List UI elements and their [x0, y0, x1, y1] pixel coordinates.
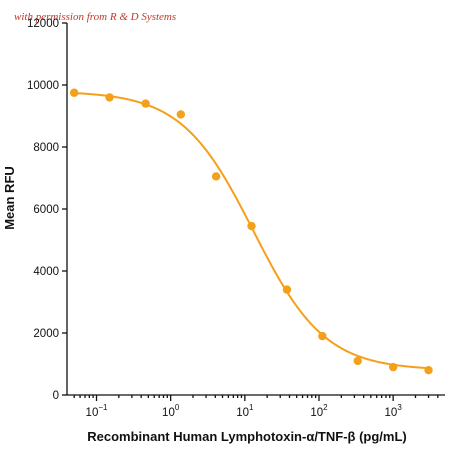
axes	[66, 23, 445, 396]
x-tick-label-exponent: −1	[98, 403, 108, 412]
data-points	[69, 88, 433, 375]
x-tick-label-exponent: 3	[397, 403, 402, 412]
data-point	[247, 221, 256, 231]
data-point	[105, 93, 114, 102]
data-point	[424, 366, 433, 375]
x-tick-label: 103	[385, 403, 403, 419]
y-axis-title: Mean RFU	[2, 166, 17, 230]
data-point	[318, 331, 327, 341]
x-tick-label: 102	[310, 403, 328, 419]
x-tick-label-base: 10	[385, 407, 398, 419]
y-tick-label: 2000	[33, 328, 59, 340]
data-point	[69, 88, 79, 97]
data-point	[141, 99, 150, 108]
y-tick-label: 6000	[33, 204, 59, 216]
data-point	[176, 110, 186, 119]
data-point	[211, 172, 221, 181]
y-tick-label: 4000	[33, 266, 59, 278]
x-tick-label-exponent: 2	[323, 403, 328, 412]
x-tick-label: 101	[236, 403, 254, 419]
x-tick-label-exponent: 0	[175, 403, 180, 412]
x-axis-ticks: 10−1 100 101 102 103	[73, 395, 439, 419]
x-tick-label-base: 10	[236, 407, 249, 419]
x-tick-label-exponent: 1	[249, 403, 254, 412]
x-tick-label: 10−1	[86, 403, 108, 419]
watermark-text: with permission from R & D Systems	[14, 11, 176, 23]
y-tick-label: 0	[53, 390, 59, 402]
x-tick-label-base: 10	[310, 407, 323, 419]
x-tick-label: 100	[162, 403, 180, 419]
x-axis-title: Recombinant Human Lymphotoxin-α/TNF-β (p…	[87, 429, 406, 444]
fit-curve	[74, 92, 429, 370]
data-point	[388, 362, 398, 372]
y-tick-label: 12000	[27, 18, 59, 30]
data-point	[282, 285, 292, 294]
data-point	[353, 356, 362, 366]
y-tick-label: 10000	[27, 80, 59, 92]
x-tick-label-base: 10	[162, 407, 175, 419]
y-tick-label: 8000	[33, 142, 59, 154]
x-tick-label-base: 10	[86, 407, 99, 419]
y-axis-ticks: 0 2000 4000 6000 8000 10000 12000	[27, 18, 67, 402]
